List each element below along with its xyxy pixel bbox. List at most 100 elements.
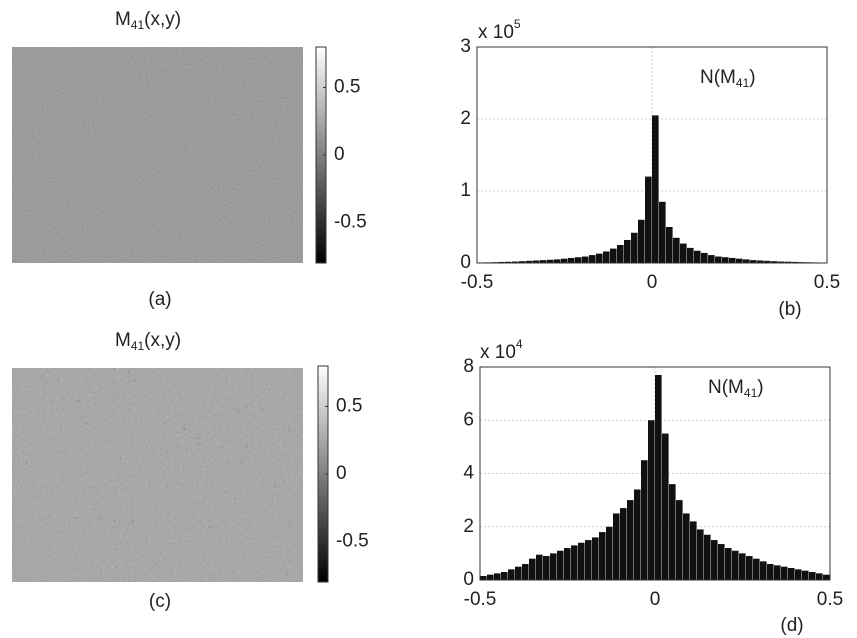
bar — [512, 261, 519, 263]
bar — [652, 115, 659, 264]
annotation-part: ) — [757, 377, 763, 398]
y-tick-label: 8 — [463, 356, 474, 377]
bar — [683, 513, 690, 580]
bar — [505, 261, 512, 263]
bar — [767, 564, 774, 580]
bar — [554, 259, 561, 263]
bar — [792, 261, 799, 263]
y-tick-label: 0 — [463, 569, 474, 590]
y-multiplier-part: 5 — [514, 17, 521, 31]
bar — [645, 176, 652, 263]
bar — [487, 574, 494, 580]
panel-title: M41(x,y) — [115, 9, 181, 32]
bar — [617, 245, 624, 263]
x-tick-label: 0 — [650, 589, 661, 610]
bar — [823, 574, 830, 580]
bar — [697, 529, 704, 580]
bar — [673, 237, 680, 263]
x-tick-label: -0.5 — [464, 589, 497, 610]
bar — [480, 576, 487, 580]
bar — [788, 568, 795, 580]
bar — [795, 569, 802, 580]
bar — [606, 526, 613, 580]
colorbar-tick-label: 0 — [336, 463, 347, 484]
bar — [620, 508, 627, 580]
panel-caption: (c) — [149, 591, 171, 612]
bar — [704, 534, 711, 580]
y-tick-label: 0 — [460, 252, 471, 273]
annotation-part: N(M — [700, 67, 736, 88]
bar — [627, 500, 634, 580]
bar — [736, 258, 743, 263]
bar — [666, 227, 673, 263]
y-multiplier-part: 4 — [516, 337, 523, 351]
x-tick-label: 0 — [647, 272, 658, 293]
bar — [494, 573, 501, 580]
bar — [589, 255, 596, 263]
bar — [648, 420, 655, 580]
bar — [687, 247, 694, 263]
y-tick-label: 2 — [460, 108, 471, 129]
bar — [750, 260, 757, 263]
colorbar-tick-label: 0.5 — [336, 396, 362, 417]
bar — [515, 566, 522, 580]
bar — [522, 564, 529, 580]
bar — [596, 253, 603, 263]
bar — [680, 243, 687, 263]
bar — [662, 433, 669, 580]
panel-title-part: 41 — [131, 18, 145, 32]
bar — [760, 561, 767, 580]
bar — [508, 569, 515, 580]
bar — [739, 553, 746, 580]
bar — [519, 261, 526, 263]
bar — [624, 239, 631, 263]
bar — [582, 256, 589, 263]
bar — [634, 489, 641, 580]
bar — [778, 261, 785, 263]
y-tick-label: 4 — [463, 463, 474, 484]
bar — [575, 257, 582, 263]
panel-title-part: 41 — [131, 339, 145, 353]
bar — [785, 261, 792, 263]
bar — [603, 251, 610, 263]
bar — [557, 550, 564, 580]
annotation: N(M41) — [700, 67, 756, 90]
bar — [631, 232, 638, 263]
bar — [564, 548, 571, 580]
bar — [774, 565, 781, 580]
x-tick-label: 0.5 — [817, 589, 843, 610]
bar — [802, 570, 809, 580]
y-tick-label: 6 — [463, 409, 474, 430]
bar — [746, 556, 753, 580]
annotation-part: N(M — [708, 377, 744, 398]
axes-frame — [476, 46, 828, 264]
bar — [543, 556, 550, 580]
panel-title-part: M — [115, 9, 131, 30]
bar — [809, 572, 816, 580]
bar — [753, 558, 760, 580]
y-tick-label: 3 — [460, 36, 471, 57]
bar — [613, 513, 620, 580]
x-tick-label: 0.5 — [814, 272, 840, 293]
bar — [781, 566, 788, 580]
x-tick-label: -0.5 — [461, 272, 494, 293]
y-tick-label: 1 — [460, 180, 471, 201]
axes-frame — [479, 366, 831, 581]
image-texture — [12, 47, 303, 263]
bar — [729, 257, 736, 263]
bar — [708, 255, 715, 263]
colorbar-tick-label: -0.5 — [334, 212, 367, 233]
panel-title-part: M — [115, 330, 131, 351]
annotation-part: 41 — [744, 386, 758, 400]
bar — [676, 500, 683, 580]
bar — [757, 260, 764, 263]
annotation: N(M41) — [708, 377, 764, 400]
bar — [669, 484, 676, 580]
bar — [655, 374, 662, 580]
bar — [585, 540, 592, 580]
bar — [599, 532, 606, 580]
y-multiplier: x 104 — [480, 337, 523, 363]
bar — [694, 250, 701, 263]
y-tick-label: 2 — [463, 516, 474, 537]
bar — [529, 558, 536, 580]
